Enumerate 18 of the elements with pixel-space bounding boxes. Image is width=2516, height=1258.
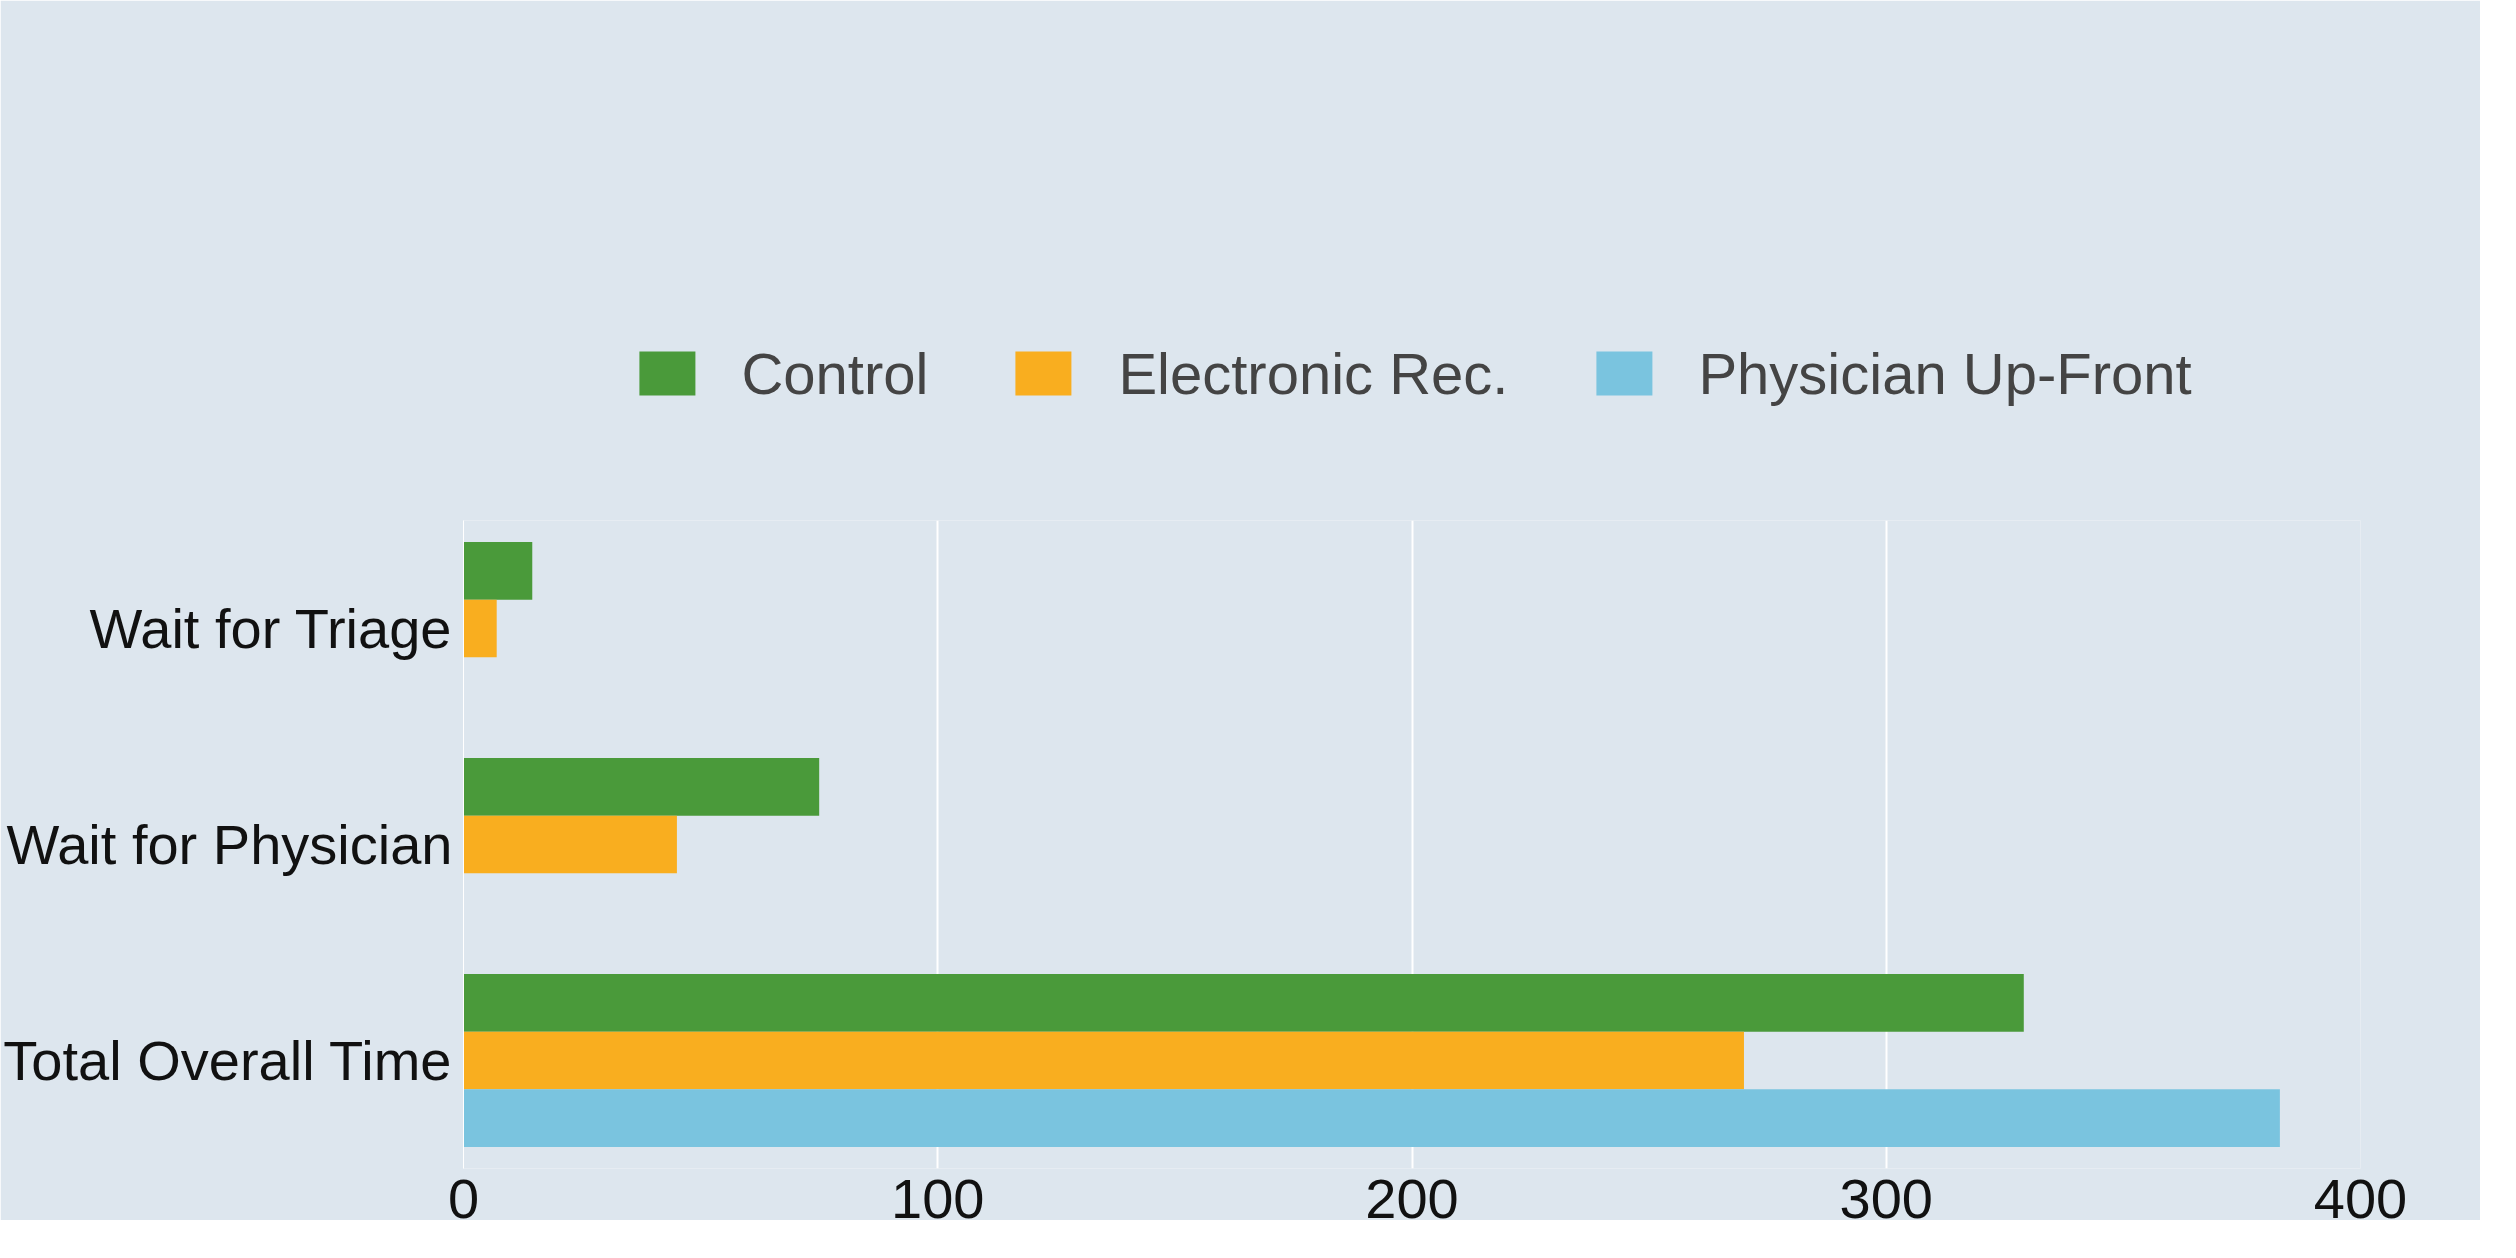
bar: [463, 1031, 1744, 1090]
bar: [463, 1089, 2280, 1147]
bar: [463, 599, 497, 658]
bar: [463, 758, 820, 816]
x-tick-label: 200: [1365, 1166, 1459, 1230]
legend-label: Electronic Rec.: [1118, 339, 1509, 407]
x-tick-label: 0: [447, 1166, 480, 1230]
bar: [463, 974, 2024, 1032]
y-tick-label: Total Overall Time: [3, 1029, 452, 1092]
x-tick-label: 300: [1839, 1166, 1933, 1230]
x-tick-label: 100: [891, 1166, 985, 1230]
legend-label: Physician Up-Front: [1698, 339, 2192, 407]
legend-label: Control: [741, 339, 929, 407]
bar: [463, 815, 677, 874]
x-tick-label: 400: [2313, 1166, 2408, 1230]
bar: [463, 542, 533, 600]
y-tick-label: Wait for Triage: [89, 597, 452, 660]
y-tick-label: Wait for Physician: [6, 813, 453, 876]
